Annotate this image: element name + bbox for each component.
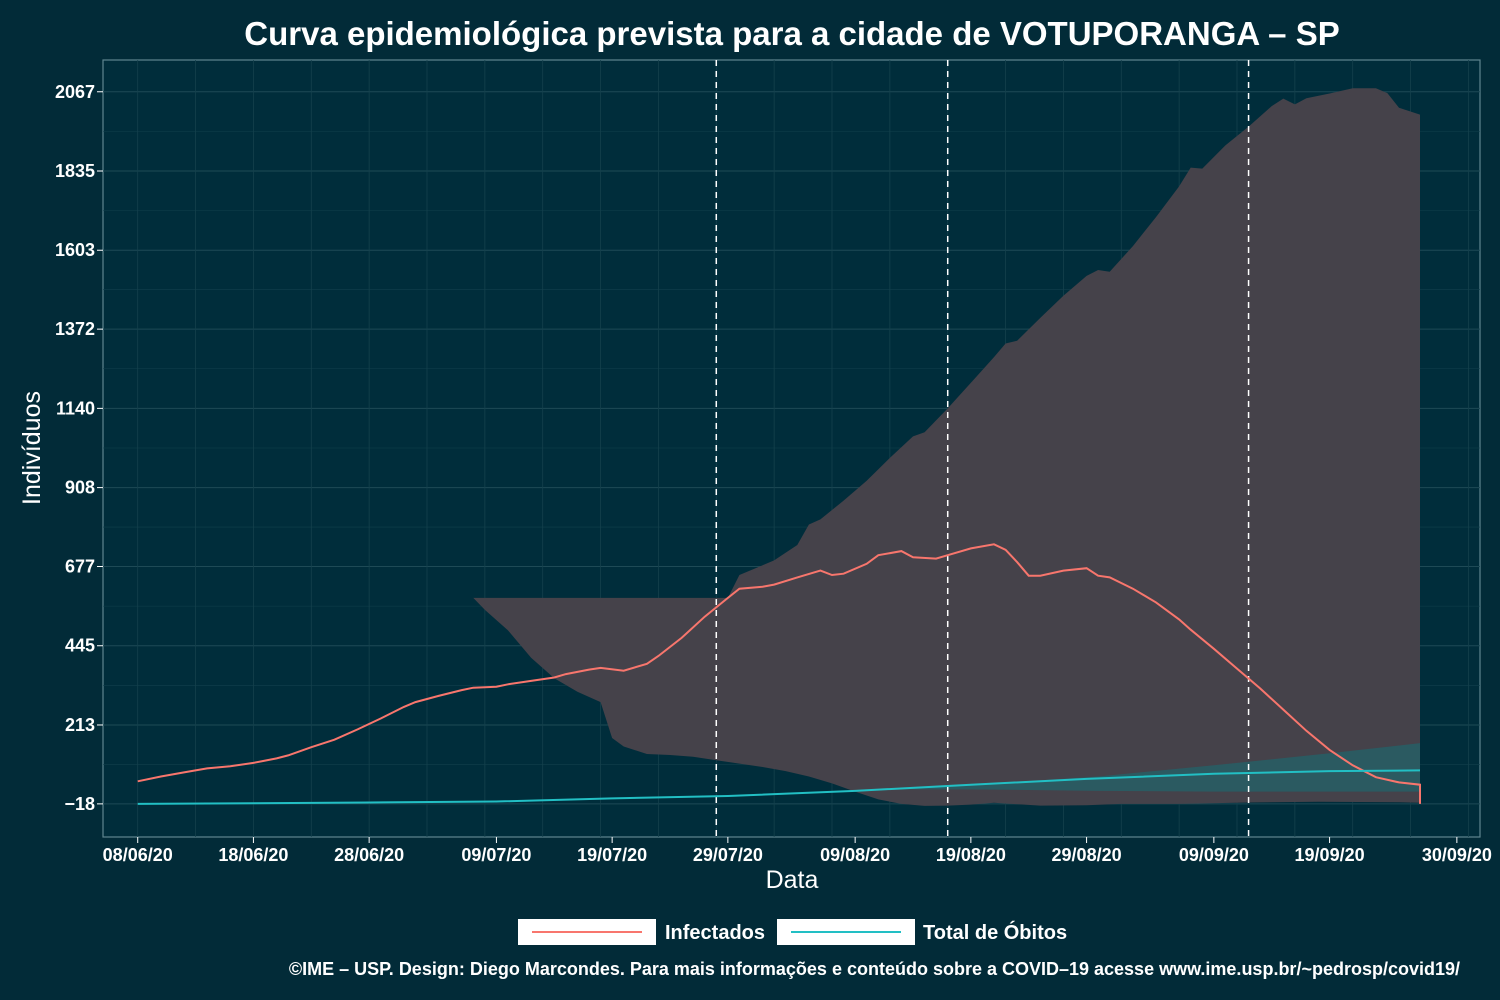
y-tick-label: 1140 (56, 398, 95, 418)
line-layer (137, 543, 1421, 805)
y-tick-label: 908 (65, 478, 95, 498)
caption: ©IME – USP. Design: Diego Marcondes. Par… (289, 959, 1460, 979)
y-axis-ticks: −18 213 445 677 908 1140 1372 1603 1835 2067 (55, 82, 103, 814)
x-tick-label: 29/07/20 (693, 845, 763, 865)
band-layer (473, 88, 1420, 806)
vline-layer (715, 60, 1250, 837)
y-axis-title: Indivíduos (18, 391, 46, 505)
series-line-obitos (137, 769, 1421, 805)
legend: Infectados Total de Óbitos (518, 919, 1067, 945)
x-tick-label: 09/07/20 (461, 845, 531, 865)
confidence-band-infectados (473, 88, 1420, 806)
legend-item-infectados: Infectados (518, 919, 765, 945)
x-tick-label: 09/09/20 (1179, 845, 1249, 865)
x-tick-label: 09/08/20 (820, 845, 890, 865)
y-tick-label: 1603 (55, 240, 95, 260)
legend-item-obitos: Total de Óbitos (777, 919, 1067, 945)
x-tick-label: 18/06/20 (218, 845, 288, 865)
x-axis-title: Data (766, 866, 819, 894)
y-tick-label: 213 (65, 715, 95, 735)
y-tick-label: 1835 (55, 161, 95, 181)
x-tick-label: 28/06/20 (334, 845, 404, 865)
x-axis-ticks: 08/06/20 18/06/20 28/06/20 09/07/20 19/07/20… (103, 837, 1492, 865)
x-tick-label: 19/07/20 (577, 845, 647, 865)
x-tick-label: 19/08/20 (936, 845, 1006, 865)
x-tick-label: 08/06/20 (103, 845, 173, 865)
y-tick-label: 677 (65, 557, 95, 577)
y-tick-label: −18 (64, 794, 95, 814)
series-line-infectados (137, 543, 1421, 804)
x-tick-label: 30/09/20 (1422, 845, 1492, 865)
y-tick-label: 2067 (55, 82, 95, 102)
x-tick-label: 29/08/20 (1052, 845, 1122, 865)
chart-title: Curva epidemiológica prevista para a cid… (244, 15, 1339, 52)
x-tick-label: 19/09/20 (1295, 845, 1365, 865)
legend-label-infectados: Infectados (665, 922, 765, 944)
legend-label-obitos: Total de Óbitos (923, 920, 1067, 944)
y-tick-label: 1372 (55, 319, 95, 339)
y-tick-label: 445 (65, 636, 95, 656)
confidence-band-obitos (878, 722, 1420, 792)
